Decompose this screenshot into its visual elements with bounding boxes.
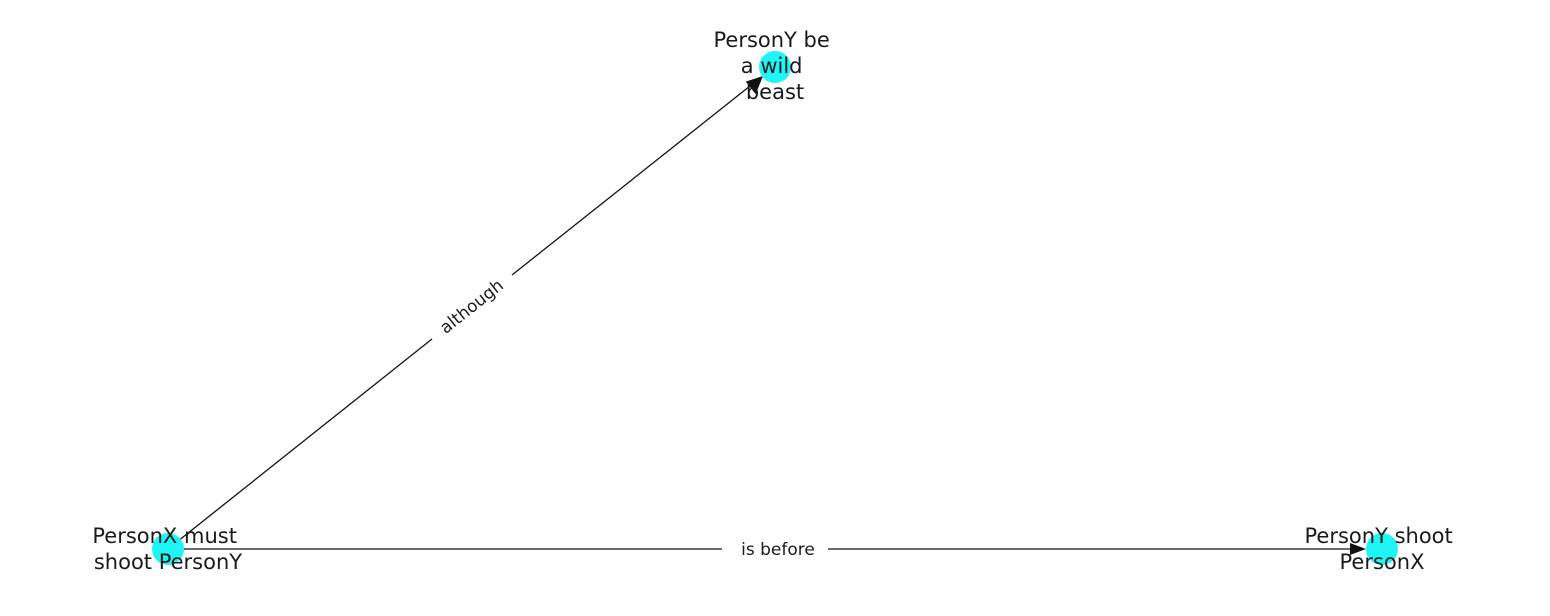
edge-is-before: is before	[168, 540, 1366, 560]
node-label-line: shoot PersonY	[94, 550, 242, 574]
node-label-line: beast	[746, 80, 804, 104]
edge-line-segment	[511, 85, 751, 276]
node-circle-personx-must-shoot-persony	[152, 533, 184, 565]
node-label-persony-shoot-personx: PersonY shoot PersonX	[1305, 524, 1460, 574]
node-label-line: PersonX must	[92, 524, 237, 548]
node-label-persony-be-a-wild-beast: PersonY be a wild beast	[713, 28, 836, 104]
node-label-line: PersonX	[1340, 550, 1425, 574]
node-circle-persony-shoot-personx	[1366, 533, 1398, 565]
arrowhead-icon	[1350, 543, 1366, 555]
node-label-line: a wild	[741, 54, 803, 78]
edge-line-segment	[167, 338, 433, 550]
node-label-line: PersonY be	[713, 28, 829, 52]
edge-label-is-before: is before	[741, 540, 815, 560]
arrowhead-icon	[745, 76, 763, 95]
node-label-line: PersonY shoot	[1305, 524, 1453, 548]
node-circle-persony-be-a-wild-beast	[759, 51, 791, 83]
node-label-personx-must-shoot-persony: PersonX must shoot PersonY	[92, 524, 243, 574]
